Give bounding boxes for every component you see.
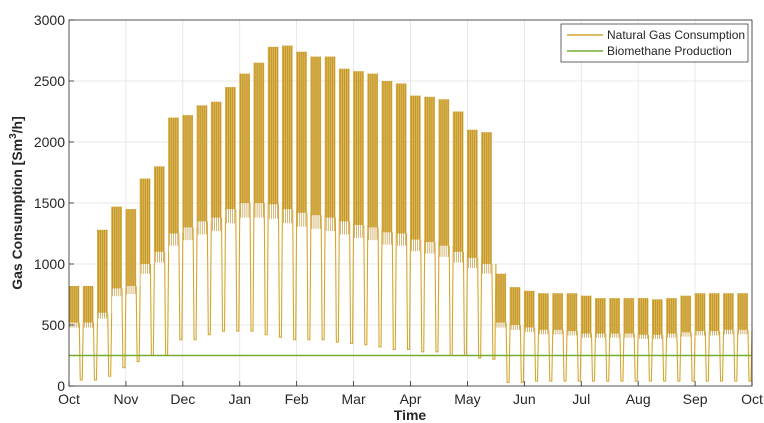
x-tick-label-0: Oct: [58, 391, 80, 407]
weekend-dip-9: [206, 221, 212, 336]
weekend-dip-22: [391, 232, 397, 350]
legend-label-natural-gas: Natural Gas Consumption: [607, 28, 745, 42]
weekend-dip-2: [107, 312, 113, 377]
weekend-dip-32: [534, 327, 540, 382]
natural-gas-week-12: [239, 62, 255, 332]
weekend-dip-8: [192, 227, 198, 341]
y-tick-label-3: 1500: [34, 195, 65, 211]
weekend-dip-30: [505, 322, 511, 383]
weekend-dip-21: [377, 227, 383, 348]
weekend-dip-39: [633, 333, 639, 382]
y-tick-label-4: 2000: [34, 134, 65, 150]
x-tick-label-7: May: [454, 391, 480, 407]
natural-gas-week-15: [282, 45, 298, 341]
x-tick-label-10: Aug: [626, 391, 651, 407]
natural-gas-week-43: [680, 293, 696, 382]
x-tick-label-1: Nov: [113, 391, 138, 407]
weekend-dip-41: [662, 334, 668, 382]
weekend-dip-11: [235, 209, 241, 332]
natural-gas-week-44: [695, 293, 710, 382]
weekend-dip-28: [477, 257, 483, 359]
weekend-dip-16: [306, 212, 312, 341]
weekend-dip-10: [220, 217, 227, 332]
x-tick-label-6: Apr: [400, 391, 422, 407]
weekend-dip-15: [292, 209, 298, 341]
weekend-dip-19: [349, 221, 355, 344]
tick-marks: [68, 19, 753, 387]
weekend-dip-7: [178, 233, 184, 341]
weekend-dip-31: [519, 324, 525, 383]
y-tick-labels: 0 500 1000 1500 2000 2500 3000: [34, 12, 65, 394]
weekend-dip-4: [135, 285, 141, 363]
x-tick-labels: Oct Nov Dec Jan Feb Mar Apr May Jun Jul Aug Sep Oct: [58, 391, 763, 407]
x-axis-title: Time: [394, 407, 427, 423]
x-tick-label-4: Feb: [285, 391, 309, 407]
weekend-dip-18: [334, 217, 340, 343]
x-tick-label-5: Mar: [342, 391, 366, 407]
weekend-dip-24: [420, 239, 426, 353]
x-tick-label-12: Oct: [741, 391, 763, 407]
y-axis-title: Gas Consumption [Sm3/h]: [8, 116, 25, 290]
weekend-dip-25: [434, 242, 440, 353]
weekend-dip-13: [263, 202, 269, 336]
weekend-dip-42: [676, 333, 682, 382]
weekend-dip-0: [78, 322, 84, 381]
x-tick-label-11: Sep: [683, 391, 708, 407]
legend: Natural Gas Consumption Biomethane Produ…: [560, 23, 749, 63]
weekend-dip-20: [363, 224, 369, 346]
natural-gas-week-4: [125, 178, 141, 363]
natural-gas-week-23: [396, 83, 412, 350]
x-tick-label-9: Jul: [572, 391, 590, 407]
y-tick-label-5: 2500: [34, 73, 65, 89]
series-layer: [69, 45, 753, 383]
x-tick-label-3: Jan: [228, 391, 251, 407]
natural-gas-week-5: [140, 166, 155, 357]
weekend-dip-38: [619, 333, 625, 382]
weekend-dip-1: [92, 322, 99, 381]
weekend-dip-40: [647, 334, 653, 382]
y-tick-label-0: 0: [57, 378, 65, 394]
weekend-dip-29: [491, 263, 497, 360]
weekend-dip-12: [249, 202, 255, 332]
weekend-dip-23: [405, 233, 412, 350]
weekend-dip-43: [690, 332, 696, 382]
y-tick-label-1: 500: [42, 317, 66, 333]
weekend-dip-36: [590, 333, 597, 382]
natural-gas-week-25: [424, 96, 440, 353]
legend-label-biomethane: Biomethane Production: [607, 44, 732, 58]
x-tick-label-8: Jun: [513, 391, 536, 407]
weekend-dip-37: [605, 333, 611, 382]
weekend-dip-14: [277, 204, 283, 338]
legend-box: [560, 23, 749, 63]
y-tick-label-2: 1000: [34, 256, 65, 272]
x-tick-label-2: Dec: [170, 391, 195, 407]
series-natural-gas: [69, 45, 753, 383]
y-tick-label-6: 3000: [34, 12, 65, 28]
weekend-dip-3: [121, 288, 127, 369]
weekend-dip-17: [320, 215, 326, 341]
natural-gas-week-29: [481, 132, 497, 360]
